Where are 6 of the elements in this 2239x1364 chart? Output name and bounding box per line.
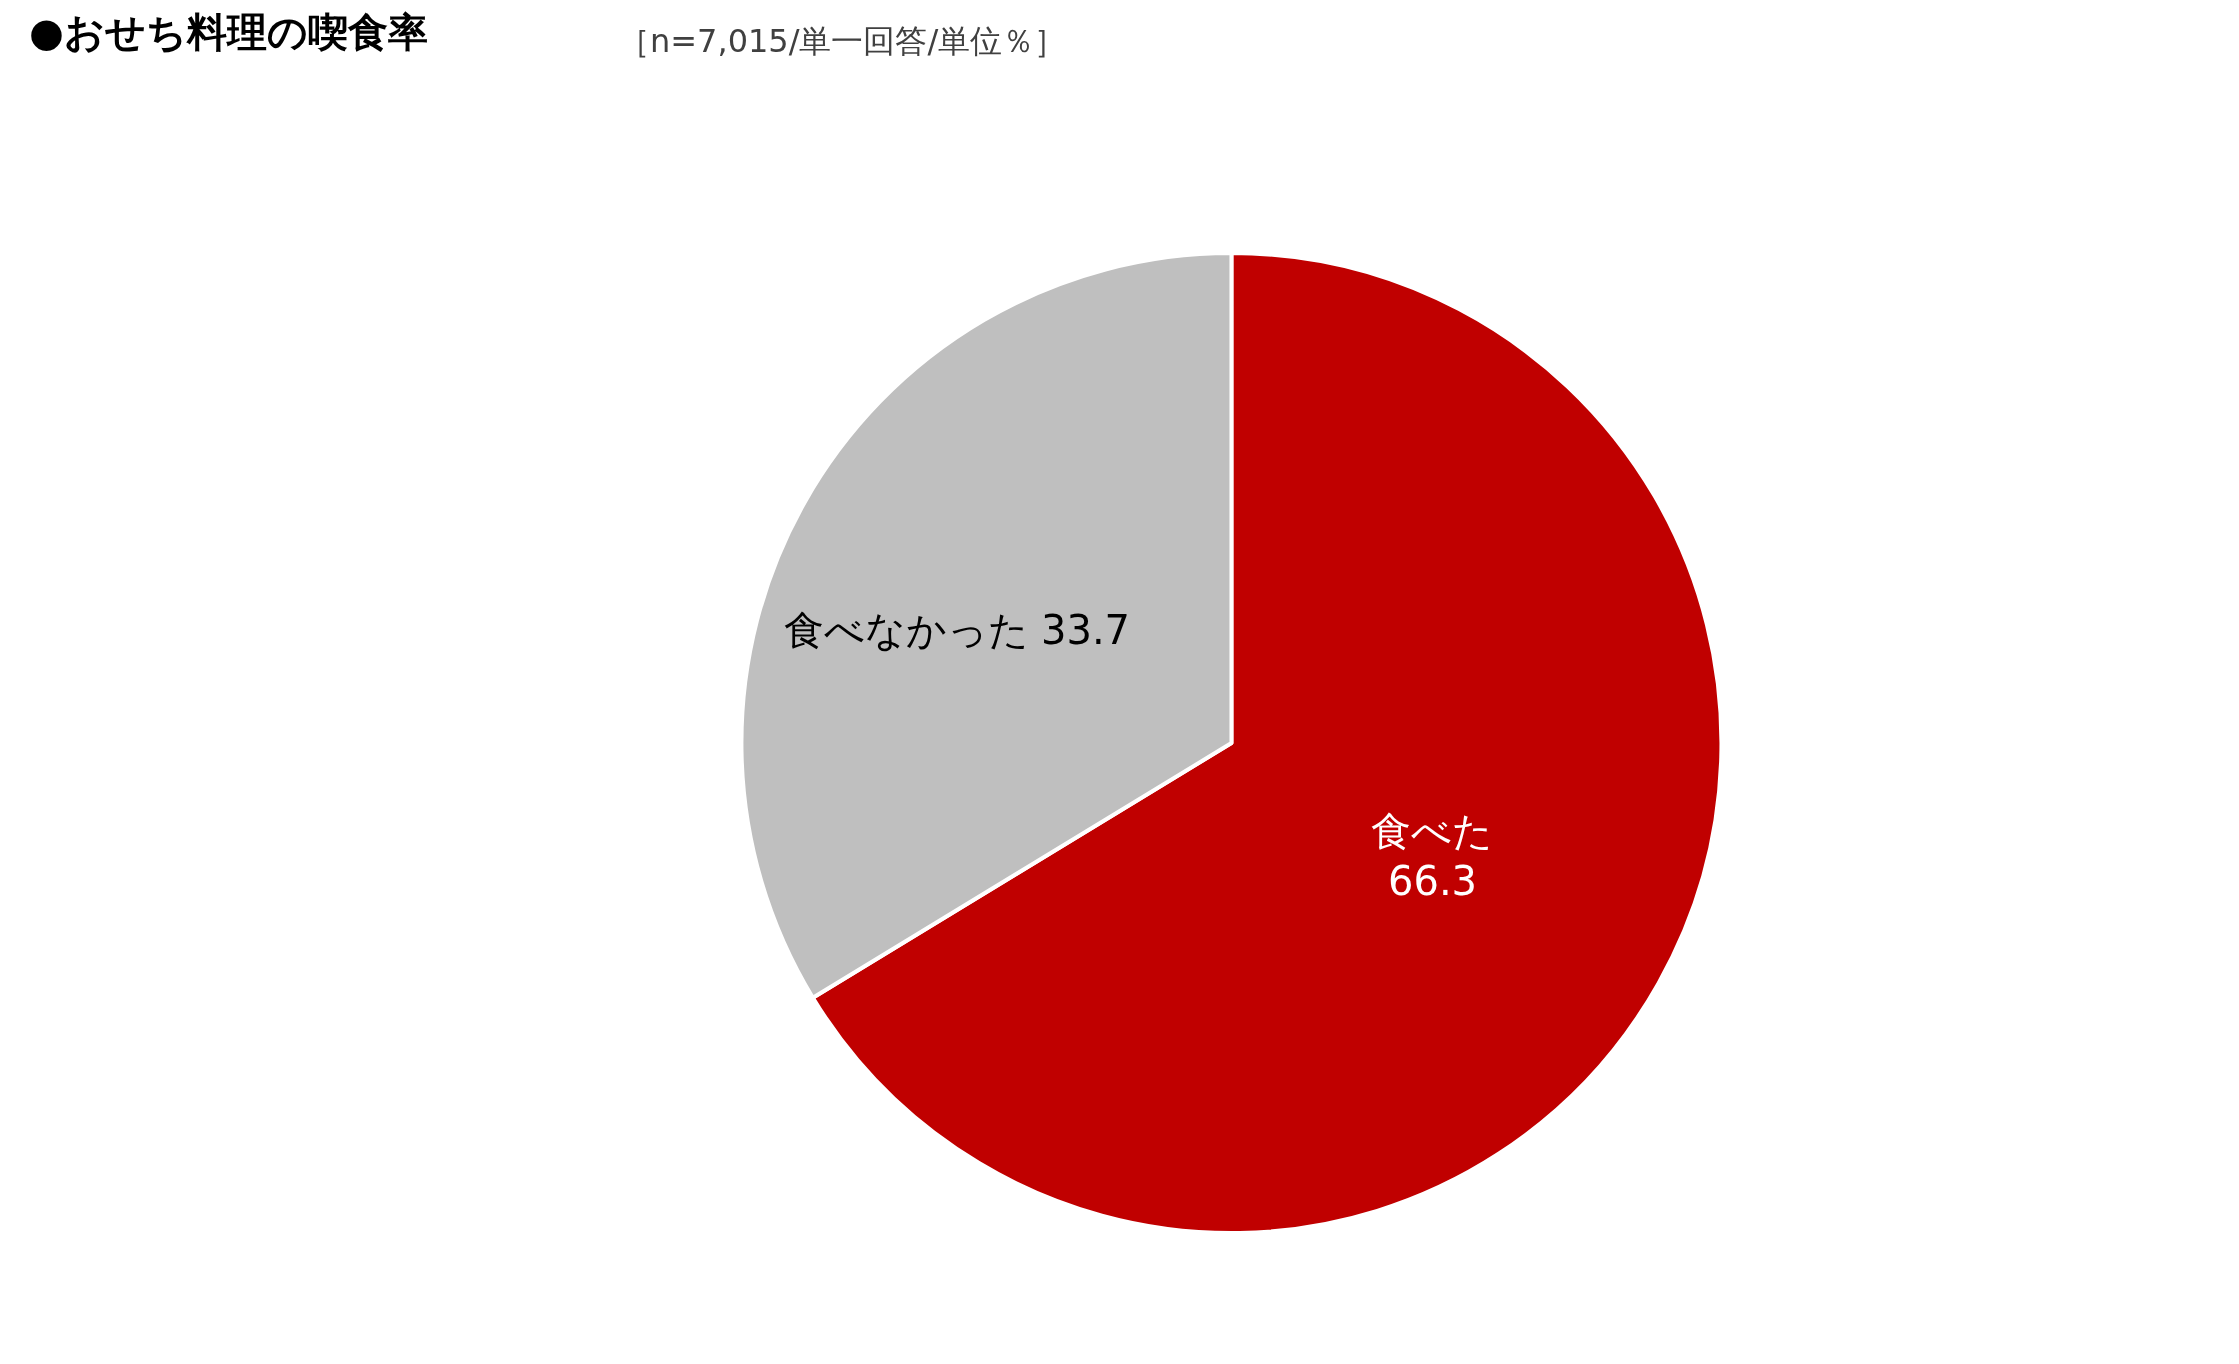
- chart-subtitle: ［n=7,015/単一回答/単位％］: [618, 22, 1067, 60]
- data-label: 66.3: [1388, 858, 1478, 904]
- text: ●おせち料理の喫食率: [29, 9, 428, 55]
- data-label: 33.7: [1041, 607, 1131, 653]
- slice-label: 食べた: [1371, 808, 1493, 854]
- slice-label: 食べなかった: [784, 607, 1029, 653]
